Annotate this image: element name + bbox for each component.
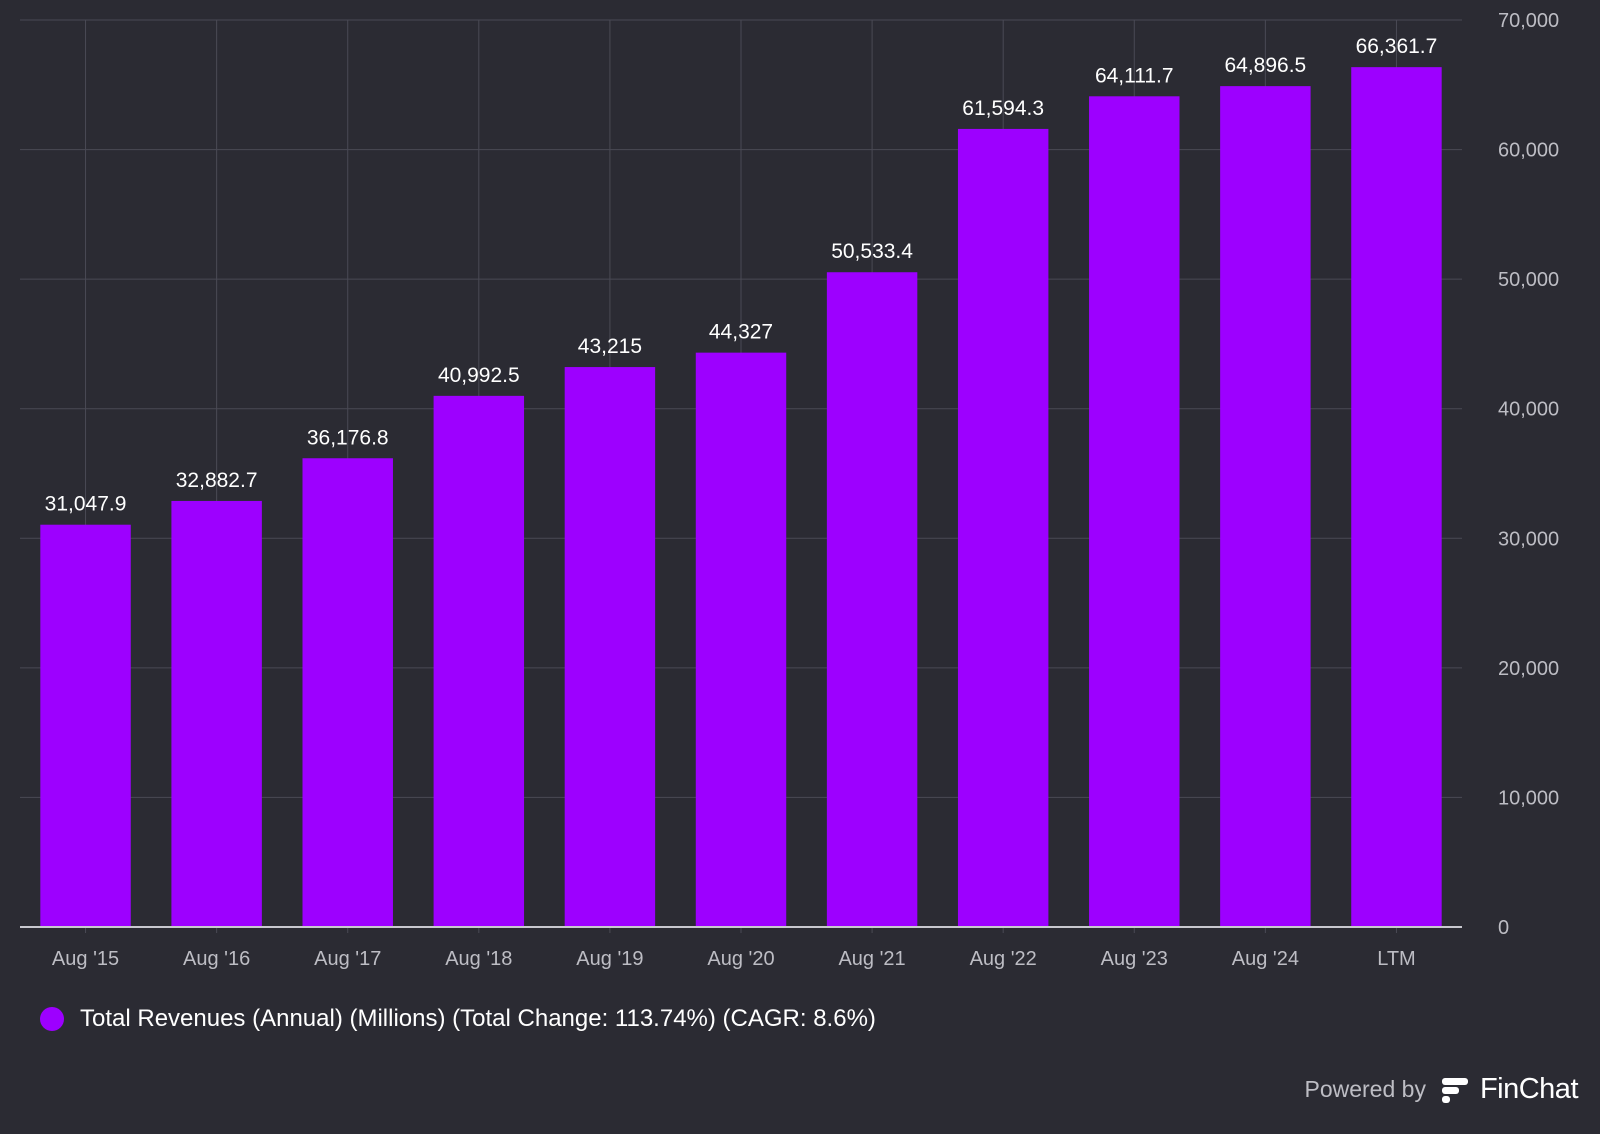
data-label: 43,215 [578, 335, 642, 358]
bar [40, 524, 131, 927]
x-tick-label: Aug '22 [970, 948, 1037, 970]
finchat-logo-icon [1441, 1077, 1468, 1103]
bar [302, 458, 393, 927]
bar [171, 500, 262, 927]
bar [433, 395, 525, 927]
y-tick-label: 0 [1498, 917, 1509, 939]
y-tick-label: 40,000 [1498, 399, 1559, 421]
x-tick-label: LTM [1377, 948, 1416, 970]
data-label: 61,594.3 [962, 97, 1044, 120]
x-tick-label: Aug '15 [52, 948, 119, 970]
data-label: 36,176.8 [307, 426, 389, 449]
y-tick-label: 20,000 [1498, 658, 1559, 680]
legend[interactable]: Total Revenues (Annual) (Millions) (Tota… [40, 1005, 876, 1033]
y-tick-label: 50,000 [1498, 269, 1559, 291]
brand-name: FinChat [1479, 1073, 1579, 1105]
data-label: 50,533.4 [831, 240, 913, 263]
x-tick-label: Aug '19 [576, 948, 643, 970]
y-tick-label: 10,000 [1498, 787, 1559, 809]
bar [957, 128, 1049, 928]
x-tick-label: Aug '18 [445, 948, 512, 970]
data-label: 64,896.5 [1224, 54, 1306, 77]
bar [826, 272, 918, 927]
bar [1089, 96, 1180, 928]
powered-by-label: Powered by [1304, 1076, 1426, 1102]
data-label: 32,882.7 [176, 469, 258, 492]
data-label: 40,992.5 [438, 364, 520, 387]
legend-swatch [40, 1007, 64, 1031]
x-tick-label: Aug '21 [838, 948, 905, 970]
data-label: 64,111.7 [1095, 64, 1174, 87]
bar-chart: 0 10,000 20,000 30,000 40,000 50,000 60,000 70,… [20, 10, 1559, 970]
bar [695, 352, 787, 927]
y-tick-label: 70,000 [1498, 10, 1559, 32]
x-tick-label: Aug '20 [707, 948, 774, 970]
x-tick-label: Aug '16 [183, 948, 250, 970]
bar [1220, 86, 1311, 928]
x-tick-label: Aug '23 [1101, 948, 1168, 970]
y-tick-label: 60,000 [1498, 140, 1559, 162]
data-label: 44,327 [709, 321, 773, 344]
x-tick-label: Aug '24 [1232, 948, 1299, 970]
data-label: 66,361.7 [1356, 35, 1438, 58]
bar [1351, 67, 1442, 928]
x-tick-label: Aug '17 [314, 948, 381, 970]
bar [564, 367, 656, 927]
legend-label: Total Revenues (Annual) (Millions) (Tota… [80, 1005, 876, 1032]
brand-watermark: Powered by FinChat [1304, 1073, 1578, 1106]
data-label: 31,047.9 [45, 493, 127, 516]
y-tick-label: 30,000 [1498, 528, 1559, 550]
